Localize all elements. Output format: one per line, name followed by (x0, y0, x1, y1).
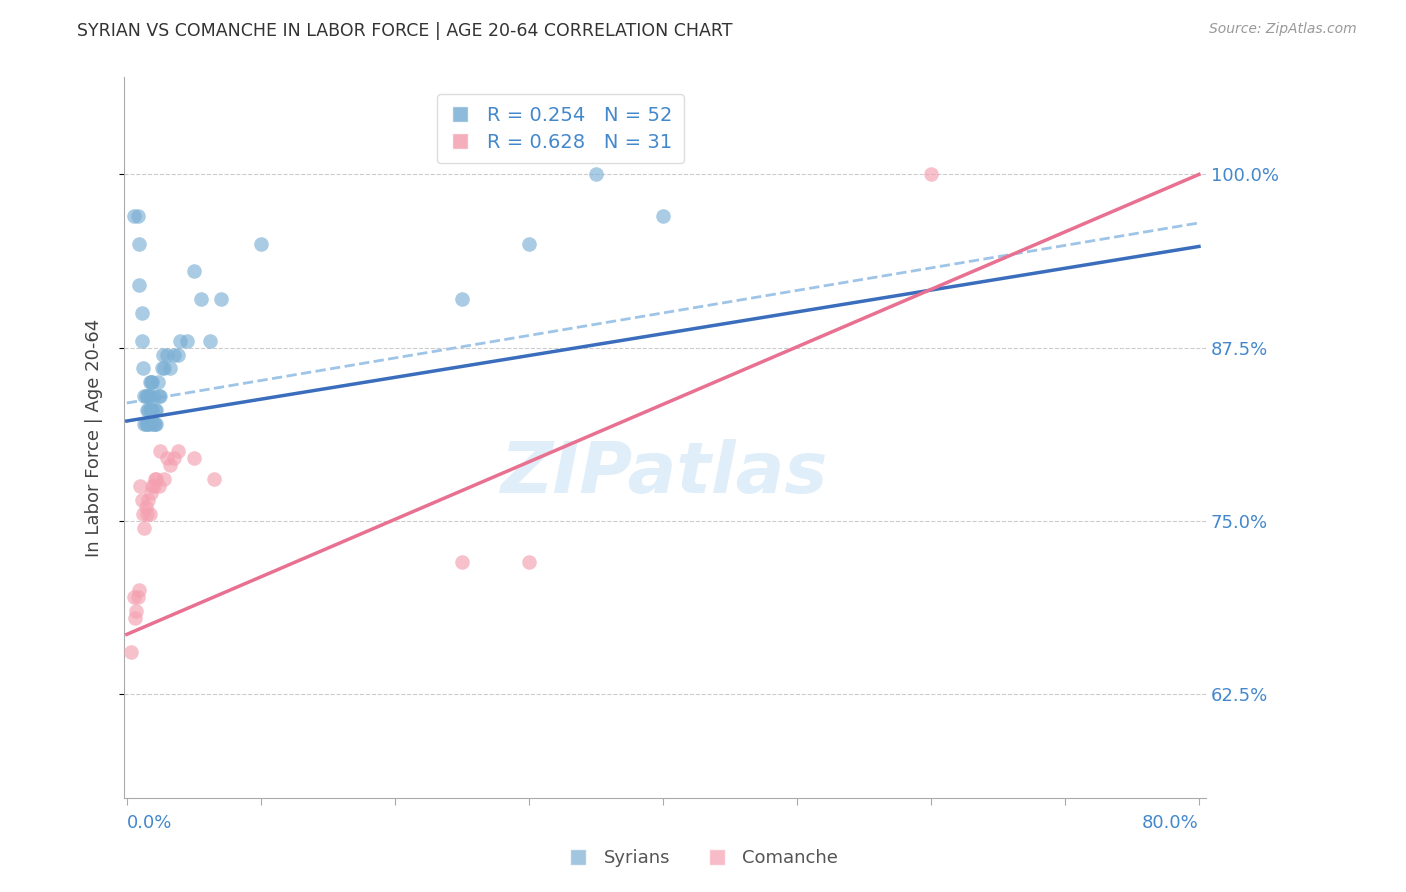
Point (139, 403, 162, 417)
Point (132, 507, 155, 521)
Point (139, 417, 162, 431)
Point (139, 376, 162, 390)
Point (134, 521, 156, 535)
Point (135, 417, 157, 431)
Legend: Syrians, Comanche: Syrians, Comanche (561, 842, 845, 874)
Point (136, 493, 159, 508)
Point (135, 417, 157, 431)
Point (128, 582, 150, 597)
Point (131, 493, 153, 508)
Point (159, 458, 181, 473)
Point (141, 403, 163, 417)
Point (169, 334, 191, 348)
Point (176, 334, 198, 348)
Point (135, 507, 157, 521)
Point (163, 347, 186, 361)
Point (183, 451, 205, 466)
Text: 80.0%: 80.0% (1142, 814, 1199, 832)
Point (166, 444, 188, 458)
Point (127, 590, 149, 604)
Point (138, 403, 160, 417)
Point (143, 417, 166, 431)
Point (148, 389, 170, 403)
Point (128, 236, 150, 251)
Point (138, 507, 160, 521)
Point (139, 486, 162, 500)
Point (138, 376, 160, 390)
Point (135, 403, 157, 417)
Point (146, 376, 169, 390)
Point (129, 479, 152, 493)
Point (190, 292, 212, 306)
Point (152, 347, 174, 361)
Point (141, 479, 163, 493)
Point (131, 334, 153, 348)
Point (136, 389, 159, 403)
Point (124, 611, 146, 625)
Text: ZIPatlas: ZIPatlas (501, 439, 828, 508)
Point (136, 417, 159, 431)
Text: 0.0%: 0.0% (127, 814, 172, 832)
Point (183, 264, 205, 278)
Point (142, 479, 165, 493)
Point (134, 389, 156, 403)
Point (135, 389, 157, 403)
Point (132, 361, 155, 376)
Point (136, 403, 159, 417)
Point (131, 306, 153, 320)
Point (517, 236, 540, 251)
Point (585, 168, 607, 182)
Point (125, 604, 148, 618)
Point (517, 555, 540, 569)
Point (148, 479, 170, 493)
Point (163, 451, 186, 466)
Point (145, 472, 167, 486)
Point (135, 389, 157, 403)
Point (120, 645, 142, 659)
Point (153, 361, 176, 376)
Point (166, 347, 188, 361)
Point (198, 334, 221, 348)
Point (145, 403, 167, 417)
Point (142, 417, 165, 431)
Point (920, 168, 942, 182)
Text: SYRIAN VS COMANCHE IN LABOR FORCE | AGE 20-64 CORRELATION CHART: SYRIAN VS COMANCHE IN LABOR FORCE | AGE … (77, 22, 733, 40)
Point (156, 347, 179, 361)
Point (127, 209, 149, 223)
Point (128, 278, 150, 293)
Point (145, 417, 167, 431)
Y-axis label: In Labor Force | Age 20-64: In Labor Force | Age 20-64 (86, 318, 103, 557)
Point (134, 417, 156, 431)
Point (135, 500, 157, 514)
Point (150, 361, 173, 376)
Point (122, 209, 145, 223)
Point (209, 292, 232, 306)
Point (450, 555, 472, 569)
Point (122, 590, 145, 604)
Point (202, 472, 225, 486)
Legend: R = 0.254   N = 52, R = 0.628   N = 31: R = 0.254 N = 52, R = 0.628 N = 31 (437, 95, 685, 163)
Point (138, 389, 160, 403)
Point (142, 389, 165, 403)
Point (156, 451, 179, 466)
Point (450, 292, 472, 306)
Point (159, 361, 181, 376)
Point (141, 376, 163, 390)
Point (153, 472, 176, 486)
Point (149, 444, 172, 458)
Point (149, 389, 172, 403)
Point (143, 472, 166, 486)
Text: Source: ZipAtlas.com: Source: ZipAtlas.com (1209, 22, 1357, 37)
Point (250, 236, 273, 251)
Point (143, 403, 166, 417)
Point (651, 209, 673, 223)
